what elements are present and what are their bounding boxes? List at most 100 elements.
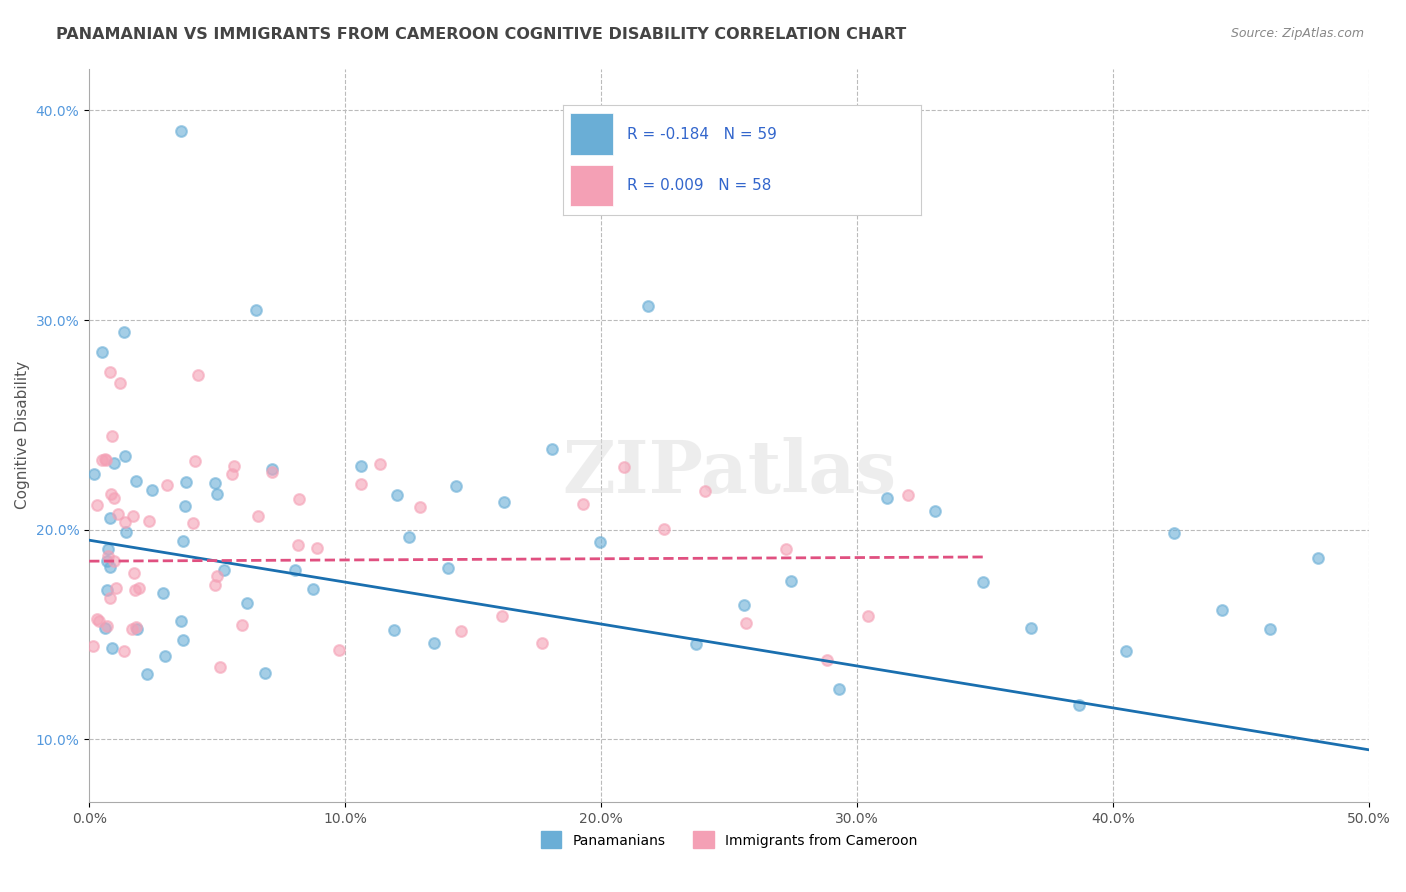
Panamanians bbox=[398, 531, 420, 545]
Immigrants from Cameroon bbox=[209, 660, 232, 674]
Panamanians bbox=[125, 474, 148, 488]
Panamanians bbox=[876, 491, 898, 506]
Immigrants from Cameroon bbox=[94, 451, 117, 466]
Panamanians bbox=[1258, 622, 1281, 636]
Panamanians bbox=[136, 667, 159, 681]
Immigrants from Cameroon bbox=[89, 614, 111, 628]
Immigrants from Cameroon bbox=[104, 582, 127, 596]
Panamanians bbox=[253, 666, 276, 681]
Immigrants from Cameroon bbox=[86, 611, 108, 625]
Panamanians bbox=[101, 640, 124, 655]
Panamanians bbox=[235, 596, 257, 610]
Panamanians bbox=[780, 574, 803, 588]
Panamanians bbox=[1067, 698, 1090, 712]
Immigrants from Cameroon bbox=[262, 465, 284, 479]
Immigrants from Cameroon bbox=[815, 653, 838, 667]
Immigrants from Cameroon bbox=[221, 467, 243, 481]
Immigrants from Cameroon bbox=[103, 491, 125, 505]
Panamanians bbox=[141, 483, 163, 497]
Immigrants from Cameroon bbox=[101, 429, 124, 443]
Panamanians bbox=[924, 504, 946, 518]
Immigrants from Cameroon bbox=[183, 454, 205, 468]
Immigrants from Cameroon bbox=[121, 622, 143, 636]
Panamanians bbox=[1163, 526, 1185, 541]
Panamanians bbox=[387, 488, 409, 502]
Panamanians bbox=[83, 467, 105, 481]
Panamanians bbox=[1211, 603, 1233, 617]
Immigrants from Cameroon bbox=[156, 478, 179, 492]
Panamanians bbox=[174, 499, 197, 513]
Panamanians bbox=[1115, 644, 1137, 658]
Panamanians bbox=[98, 559, 121, 574]
Panamanians bbox=[1019, 621, 1042, 635]
Panamanians bbox=[350, 459, 373, 474]
Immigrants from Cameroon bbox=[450, 624, 472, 638]
Immigrants from Cameroon bbox=[86, 498, 108, 512]
Immigrants from Cameroon bbox=[122, 566, 145, 581]
Immigrants from Cameroon bbox=[613, 460, 636, 475]
Immigrants from Cameroon bbox=[897, 488, 920, 502]
Immigrants from Cameroon bbox=[328, 643, 350, 657]
Immigrants from Cameroon bbox=[307, 541, 329, 556]
Panamanians bbox=[541, 442, 564, 457]
Panamanians bbox=[284, 563, 307, 577]
Panamanians bbox=[1306, 551, 1329, 566]
Immigrants from Cameroon bbox=[222, 458, 245, 473]
Immigrants from Cameroon bbox=[98, 366, 121, 380]
Immigrants from Cameroon bbox=[350, 477, 373, 491]
Panamanians bbox=[446, 479, 468, 493]
Panamanians bbox=[733, 599, 755, 613]
Immigrants from Cameroon bbox=[288, 491, 311, 506]
Panamanians bbox=[114, 449, 136, 463]
Panamanians bbox=[97, 542, 120, 557]
Immigrants from Cameroon bbox=[205, 569, 228, 583]
Immigrants from Cameroon bbox=[856, 609, 879, 624]
Panamanians bbox=[112, 325, 135, 339]
Immigrants from Cameroon bbox=[734, 616, 756, 631]
Immigrants from Cameroon bbox=[82, 639, 104, 653]
Immigrants from Cameroon bbox=[97, 549, 120, 563]
Immigrants from Cameroon bbox=[107, 507, 129, 521]
Immigrants from Cameroon bbox=[187, 368, 209, 383]
Text: PANAMANIAN VS IMMIGRANTS FROM CAMEROON COGNITIVE DISABILITY CORRELATION CHART: PANAMANIAN VS IMMIGRANTS FROM CAMEROON C… bbox=[56, 27, 907, 42]
Immigrants from Cameroon bbox=[138, 514, 160, 528]
Panamanians bbox=[302, 582, 325, 596]
Y-axis label: Cognitive Disability: Cognitive Disability bbox=[15, 361, 30, 509]
Legend: Panamanians, Immigrants from Cameroon: Panamanians, Immigrants from Cameroon bbox=[536, 826, 924, 854]
Immigrants from Cameroon bbox=[100, 487, 122, 501]
Immigrants from Cameroon bbox=[204, 578, 226, 592]
Panamanians bbox=[204, 475, 226, 490]
Text: Source: ZipAtlas.com: Source: ZipAtlas.com bbox=[1230, 27, 1364, 40]
Immigrants from Cameroon bbox=[654, 522, 676, 536]
Immigrants from Cameroon bbox=[491, 608, 513, 623]
Panamanians bbox=[172, 633, 194, 648]
Panamanians bbox=[437, 561, 460, 575]
Immigrants from Cameroon bbox=[103, 554, 125, 568]
Immigrants from Cameroon bbox=[114, 515, 136, 529]
Immigrants from Cameroon bbox=[572, 497, 595, 511]
Panamanians bbox=[637, 299, 659, 313]
Panamanians bbox=[685, 637, 707, 651]
Immigrants from Cameroon bbox=[96, 619, 118, 633]
Panamanians bbox=[152, 586, 174, 600]
Panamanians bbox=[494, 495, 516, 509]
Immigrants from Cameroon bbox=[91, 453, 114, 467]
Panamanians bbox=[589, 535, 612, 549]
Panamanians bbox=[98, 511, 121, 525]
Immigrants from Cameroon bbox=[125, 619, 148, 633]
Immigrants from Cameroon bbox=[287, 537, 309, 551]
Panamanians bbox=[170, 614, 193, 628]
Immigrants from Cameroon bbox=[693, 483, 716, 498]
Panamanians bbox=[382, 624, 405, 638]
Panamanians bbox=[91, 344, 114, 359]
Panamanians bbox=[262, 462, 284, 476]
Immigrants from Cameroon bbox=[246, 508, 269, 523]
Panamanians bbox=[212, 562, 235, 576]
Immigrants from Cameroon bbox=[112, 644, 135, 658]
Panamanians bbox=[172, 534, 194, 549]
Immigrants from Cameroon bbox=[775, 541, 797, 556]
Immigrants from Cameroon bbox=[94, 452, 117, 467]
Panamanians bbox=[205, 487, 228, 501]
Immigrants from Cameroon bbox=[409, 500, 432, 514]
Immigrants from Cameroon bbox=[231, 618, 253, 632]
